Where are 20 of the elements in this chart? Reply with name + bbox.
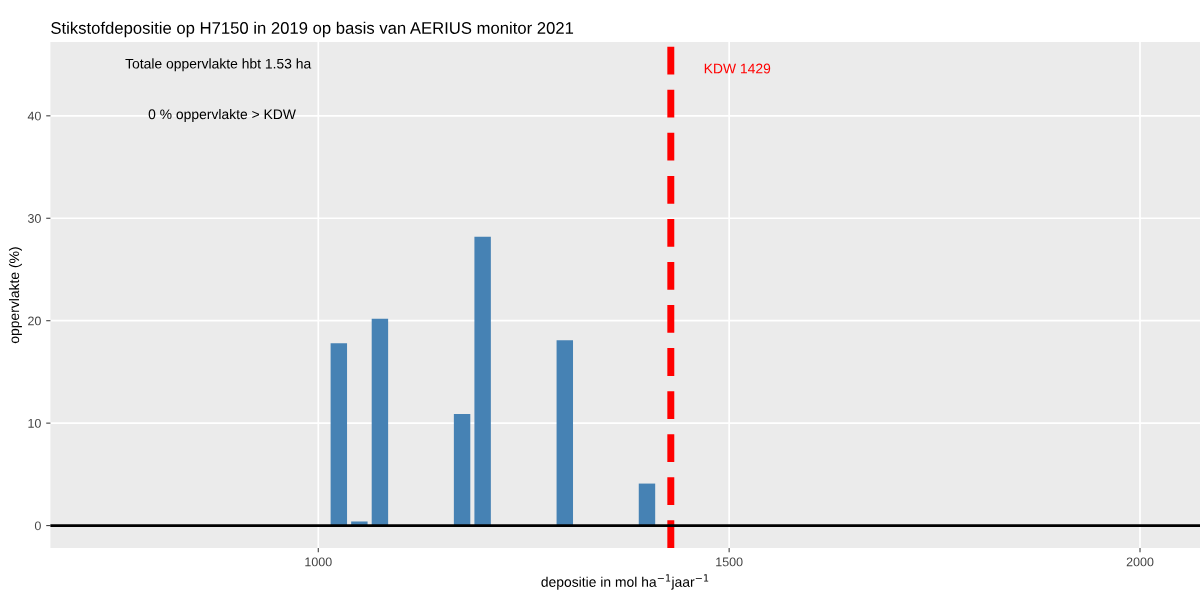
bar: [474, 236, 491, 526]
bar: [453, 413, 471, 526]
y-tick-label: 20: [28, 316, 41, 326]
x-tick-label: 1000: [305, 557, 332, 567]
bar: [330, 343, 348, 526]
bar: [371, 318, 389, 526]
chart-title: Stikstofdepositie op H7150 in 2019 op basis van AERIUS monitor 2021: [51, 21, 574, 38]
y-tick-label: 30: [27, 214, 41, 223]
x-tick-label: 2000: [1126, 557, 1154, 567]
x-axis-title: depositie in mol ha$^{−1}$jaar$^{−1}$: [541, 574, 709, 590]
y-tick-label: 40: [27, 111, 41, 121]
annotation: 0 % oppervlakte > KDW: [148, 108, 296, 122]
x-tick-label: 1500: [716, 557, 743, 567]
y-axis-title: oppervlakte (%): [8, 247, 22, 344]
ref-line-label: KDW 1429: [704, 63, 771, 74]
bar: [638, 483, 656, 526]
annotation: Totale oppervlakte hbt 1.53 ha: [125, 58, 312, 72]
y-tick-label: 0: [34, 521, 41, 531]
bar: [556, 340, 574, 526]
y-tick-label: 10: [28, 418, 41, 428]
